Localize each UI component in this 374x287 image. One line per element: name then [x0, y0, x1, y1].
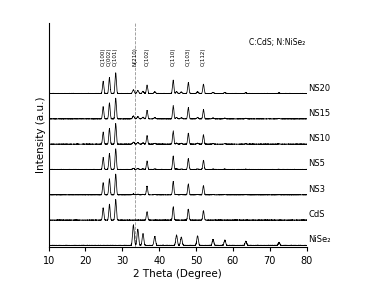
- Text: C(103): C(103): [186, 47, 191, 66]
- Text: NS15: NS15: [309, 109, 331, 118]
- Text: NS20: NS20: [309, 84, 331, 92]
- X-axis label: 2 Theta (Degree): 2 Theta (Degree): [133, 269, 222, 279]
- Text: N(210): N(210): [133, 47, 138, 66]
- Text: NS5: NS5: [309, 160, 325, 168]
- Y-axis label: Intensity (a.u.): Intensity (a.u.): [36, 97, 46, 173]
- Text: NiSe₂: NiSe₂: [309, 235, 331, 245]
- Text: C(100): C(100): [101, 47, 106, 66]
- Text: NS3: NS3: [309, 185, 325, 194]
- Text: C(110): C(110): [171, 47, 176, 66]
- Text: C(112): C(112): [201, 47, 206, 66]
- Text: C(101): C(101): [113, 47, 118, 66]
- Text: C(102): C(102): [145, 47, 150, 66]
- Text: C(002): C(002): [107, 47, 112, 66]
- Text: NS10: NS10: [309, 134, 331, 143]
- Text: CdS: CdS: [309, 210, 325, 219]
- Text: C:CdS; N:NiSe₂: C:CdS; N:NiSe₂: [249, 38, 305, 46]
